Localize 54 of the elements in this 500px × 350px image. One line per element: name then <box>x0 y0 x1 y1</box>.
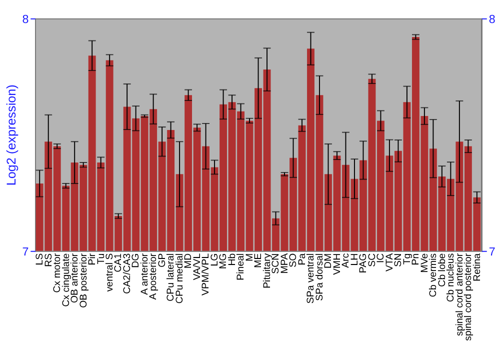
x-tick-label: VPM/VPL <box>200 252 212 296</box>
x-tick-label: CPu medial <box>174 253 186 304</box>
x-tick-label: RS <box>43 252 54 267</box>
x-tick-label: CA1 <box>113 253 124 272</box>
x-tick-label: LS <box>34 252 46 266</box>
x-tick-label: Pa <box>296 252 308 266</box>
x-tick-label: Pn <box>410 253 422 266</box>
y2-tick-label: 7 <box>488 245 496 258</box>
y2-tick-label: 8 <box>488 12 496 26</box>
y-axis-title: Log2 (expression) <box>4 84 18 186</box>
x-tick-label: OB posterior <box>78 252 90 308</box>
x-tick-label: LG <box>209 253 220 266</box>
x-tick-label: SO <box>288 252 300 268</box>
x-tick-label: A anterior <box>139 252 150 295</box>
x-tick-label: M <box>244 253 256 262</box>
x-tick-label: Pituitary <box>262 253 273 288</box>
x-tick-label: VTA <box>384 252 396 272</box>
x-tick-label: VMH <box>332 253 343 275</box>
x-tick-label: SC <box>366 253 378 267</box>
x-tick-label: DM <box>323 253 334 268</box>
x-tick-label: LH <box>349 253 360 266</box>
x-tick-label: Cb lobe <box>436 253 448 287</box>
x-tick-label: Cb nucleus <box>446 253 457 302</box>
x-tick-label: Tu <box>96 253 107 264</box>
x-tick-label: Retina <box>472 252 483 282</box>
x-tick-label: IC <box>376 253 387 264</box>
x-tick-label: MVe <box>419 253 430 273</box>
x-tick-label: Arc <box>340 253 352 268</box>
x-tick-label: PAG <box>358 253 370 274</box>
x-tick-label: DG <box>130 253 142 268</box>
x-tick-label: ventral S <box>104 252 116 292</box>
x-tick-label: OB anterior <box>70 252 81 304</box>
x-tick-label: MG <box>218 253 230 269</box>
x-tick-label: Pineal <box>236 253 247 280</box>
x-tick-label: SPa ventral <box>306 253 317 304</box>
x-tick-label: MPA <box>279 252 290 274</box>
x-tick-label: Cx motor <box>52 252 64 293</box>
x-tick-label: SN <box>393 253 404 267</box>
x-tick-label: spinal cord posterior <box>463 252 474 341</box>
x-tick-label: Pir <box>87 252 98 266</box>
x-tick-label: Hb <box>226 253 238 266</box>
x-tick-label: A posterior <box>148 252 160 300</box>
x-tick-label: spinal cord anterior <box>454 252 466 336</box>
x-tick-label: GP <box>156 253 168 268</box>
x-tick-label: Cx cingulate <box>60 253 72 307</box>
x-tick-label: MD <box>183 253 194 268</box>
x-tick-label: ME <box>253 252 264 268</box>
x-tick-label: SCN <box>270 253 282 274</box>
x-tick-label: Cb vermis <box>428 253 440 298</box>
x-tick-label: Tg <box>402 253 413 265</box>
x-tick-label: VA/VL <box>192 252 203 280</box>
x-tick-label: CPu lateral <box>166 253 177 302</box>
x-tick-label: CA2/CA3 <box>122 253 133 294</box>
x-tick-label: SPa dorsal <box>314 253 326 301</box>
